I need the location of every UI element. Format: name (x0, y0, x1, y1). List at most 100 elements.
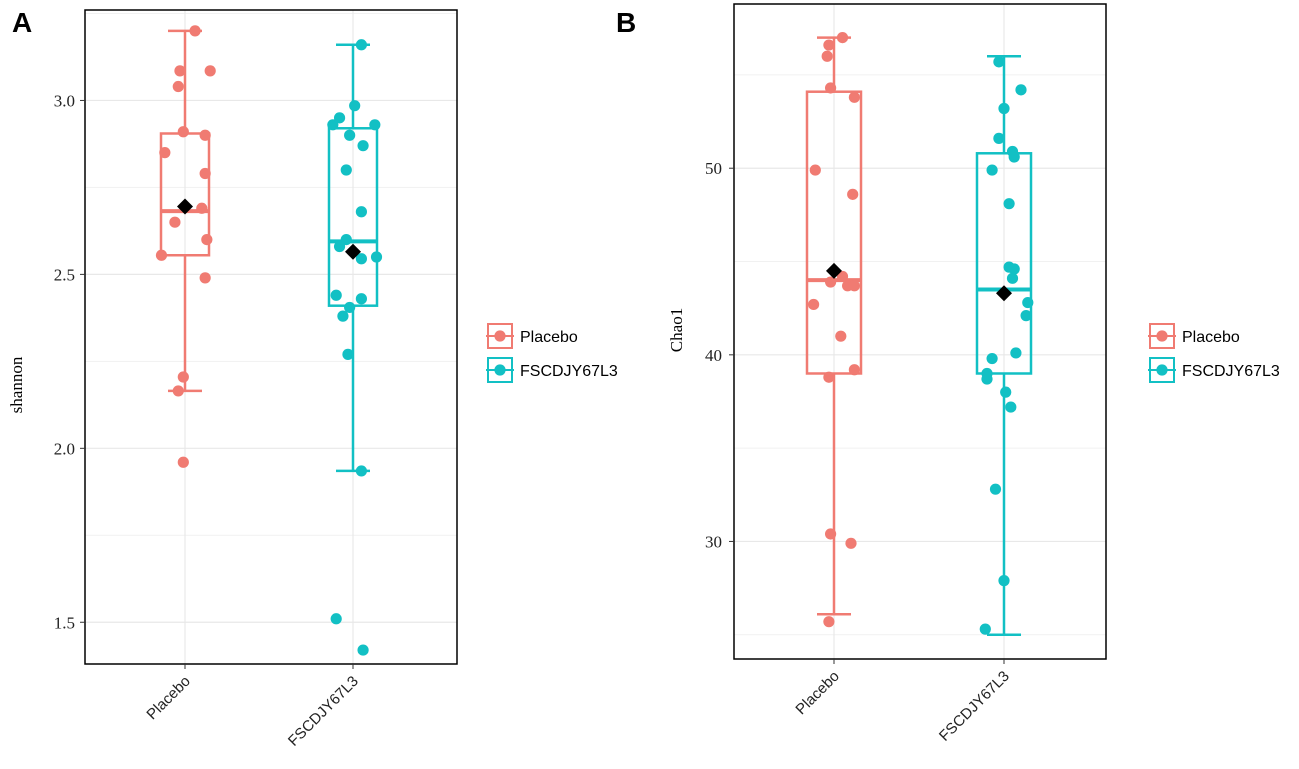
data-point (337, 310, 349, 322)
data-point (204, 65, 216, 77)
data-point (981, 373, 993, 385)
data-point (357, 644, 369, 656)
data-point (342, 348, 354, 360)
data-point (1008, 263, 1020, 275)
y-tick-label: 2.5 (54, 265, 75, 284)
data-point (993, 132, 1005, 144)
data-point (172, 385, 184, 397)
data-point (848, 91, 861, 103)
data-point (349, 100, 361, 112)
data-point (327, 119, 339, 131)
mean-marker (996, 285, 1012, 302)
data-point (177, 126, 189, 138)
data-point (825, 82, 837, 94)
data-point (1008, 151, 1020, 163)
legend-label: FSCDJY67L3 (1182, 363, 1280, 380)
mean-marker (177, 198, 193, 215)
panel-letter-b: B (616, 7, 636, 38)
data-point (355, 465, 367, 477)
y-tick-label: 50 (705, 159, 722, 178)
data-point (344, 129, 356, 141)
data-point (835, 330, 847, 342)
data-point (201, 233, 213, 246)
x-tick-label: Placebo (143, 673, 193, 723)
data-point (155, 249, 168, 261)
data-point (809, 164, 821, 176)
y-axis-title-b: Chao1 (667, 308, 686, 352)
legend-key-point (494, 330, 506, 342)
data-point (340, 233, 352, 246)
data-point (998, 575, 1010, 587)
data-point (979, 623, 991, 635)
data-point (177, 371, 189, 383)
mean-marker (826, 262, 842, 279)
data-point (355, 39, 367, 51)
data-point (169, 216, 181, 228)
data-point (1022, 296, 1034, 309)
legend-a: Placebo FSCDJY67L3 (486, 323, 618, 383)
data-point (1005, 401, 1017, 413)
data-point (998, 102, 1010, 115)
y-tick-label: 1.5 (54, 613, 75, 632)
data-point (808, 298, 820, 311)
panel-letter-a: A (12, 7, 32, 38)
data-point (172, 80, 184, 93)
data-point (1003, 198, 1015, 210)
x-tick-label: FSCDJY67L3 (936, 668, 1013, 745)
y-tick-label: 3.0 (54, 91, 75, 110)
legend-label: FSCDJY67L3 (520, 363, 618, 380)
data-point (159, 147, 171, 159)
data-point (199, 129, 211, 141)
box-iqr (975, 152, 1033, 375)
panel-a: A shannon 1.5 2.0 2.5 3.0 Placebo FSCDJY67L3 (7, 7, 458, 750)
data-point (355, 293, 367, 305)
plot-frame (733, 3, 1107, 660)
data-point (370, 251, 383, 263)
x-tick-label: Placebo (792, 668, 842, 718)
x-tick-label: FSCDJY67L3 (285, 673, 362, 750)
data-point (989, 483, 1002, 495)
data-point (986, 352, 998, 365)
data-point (330, 613, 342, 625)
data-point (333, 112, 346, 124)
data-point (1000, 386, 1012, 398)
y-tick-label: 2.0 (54, 439, 75, 458)
data-point (1015, 84, 1027, 96)
data-point (199, 167, 211, 180)
data-point (196, 202, 208, 214)
data-point (174, 65, 186, 77)
y-axis-title-a: shannon (7, 356, 26, 413)
data-point (340, 164, 352, 176)
legend-b: Placebo FSCDJY67L3 (1148, 323, 1280, 383)
data-point (821, 50, 833, 62)
data-point (848, 280, 861, 292)
data-point (825, 528, 837, 540)
data-point (836, 270, 849, 283)
legend-key-point (1156, 364, 1168, 376)
data-point (355, 253, 367, 265)
data-point (369, 119, 381, 131)
data-point (823, 39, 835, 51)
data-point (1006, 272, 1019, 284)
data-point (848, 364, 861, 376)
data-point (847, 188, 859, 200)
data-point (333, 240, 346, 253)
data-point (823, 616, 835, 628)
data-point (825, 276, 837, 288)
legend-label: Placebo (520, 329, 578, 346)
panel-b: B Chao1 30 40 50 Placebo FSCDJY67L3 (616, 3, 1107, 745)
data-point (845, 537, 857, 549)
data-point (177, 456, 189, 468)
legend-label: Placebo (1182, 329, 1240, 346)
y-tick-label: 40 (705, 346, 722, 365)
data-point (355, 206, 367, 218)
data-point (1010, 347, 1022, 359)
data-point (189, 25, 201, 37)
mean-marker (345, 243, 361, 260)
data-point (993, 56, 1005, 68)
data-point (344, 301, 356, 314)
data-point (357, 140, 369, 152)
data-point (986, 164, 998, 176)
data-point (199, 272, 211, 284)
